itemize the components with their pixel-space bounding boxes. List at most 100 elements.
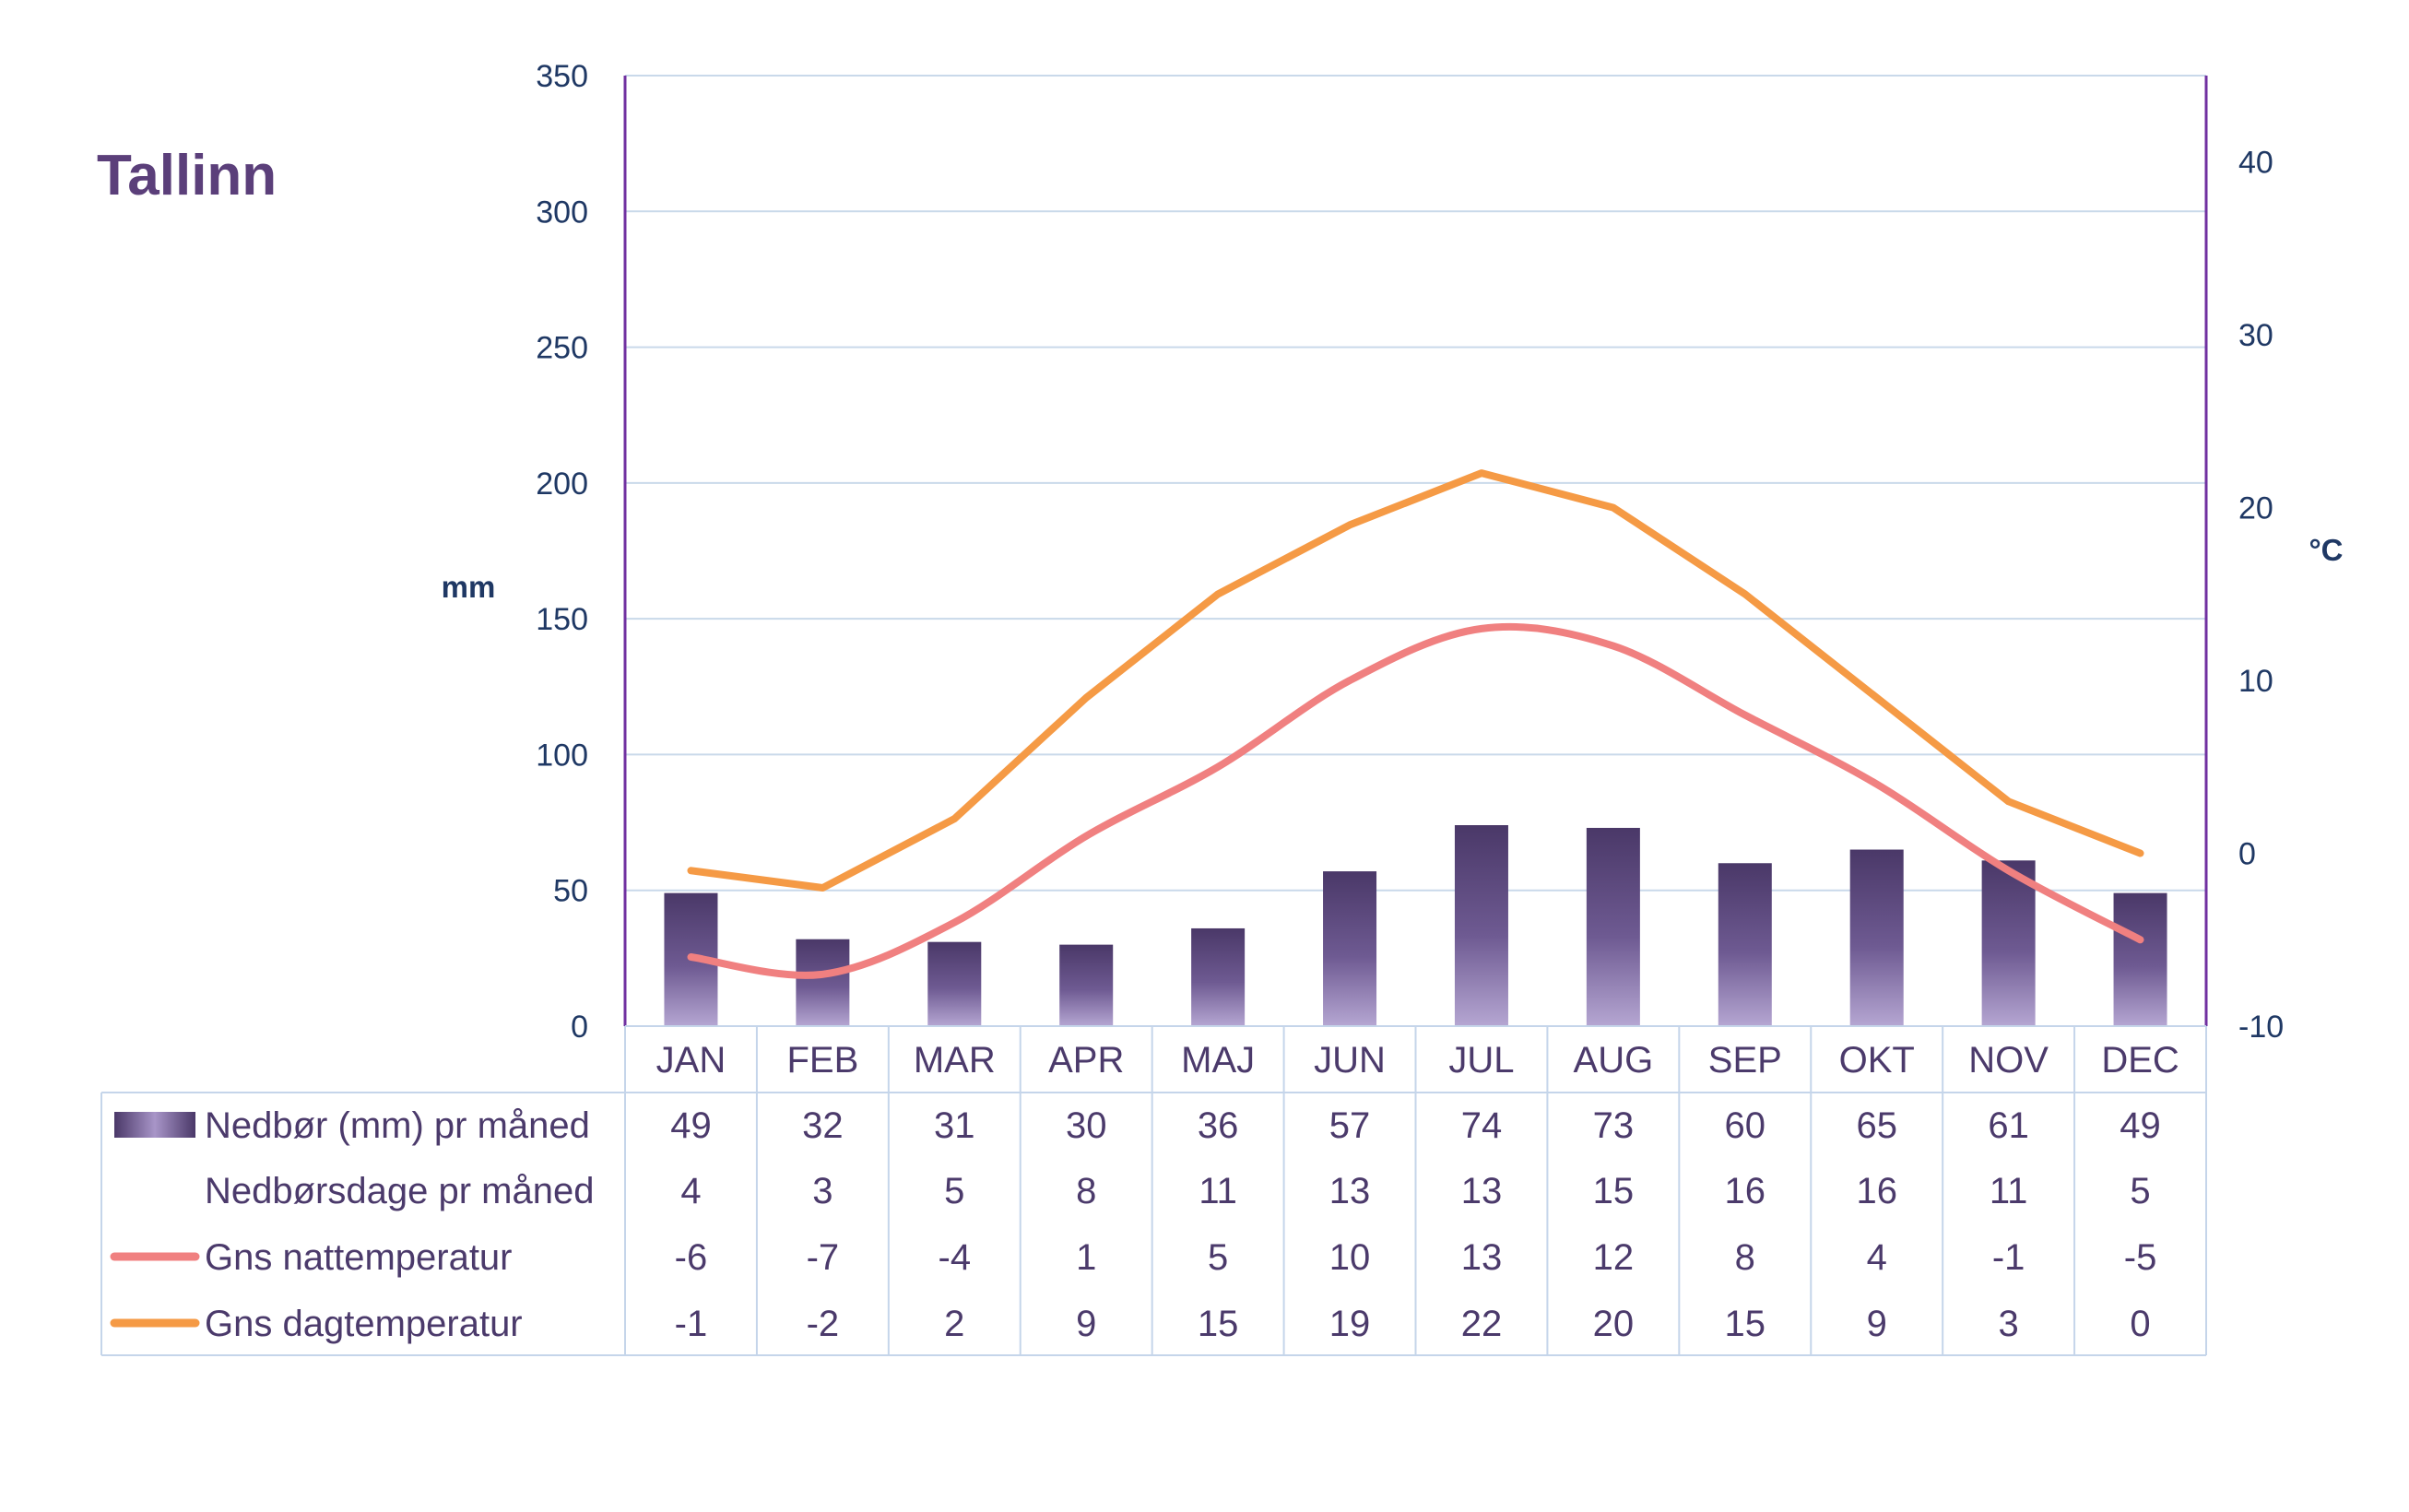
table-cell: 11 xyxy=(1990,1171,2028,1211)
table-cell: 22 xyxy=(1461,1304,1503,1344)
month-label: JAN xyxy=(656,1040,726,1081)
left-tick-label: 350 xyxy=(536,59,588,94)
table-cell: 11 xyxy=(1199,1171,1237,1211)
table-cell: 31 xyxy=(934,1105,975,1146)
table-cell: 60 xyxy=(1725,1105,1766,1146)
legend-key-bar xyxy=(114,1112,195,1138)
table-cell: 12 xyxy=(1593,1237,1635,1278)
table-cell: 5 xyxy=(1208,1237,1228,1278)
table-cell: 8 xyxy=(1076,1171,1096,1211)
gridlines xyxy=(625,75,2206,892)
month-label: MAR xyxy=(914,1040,996,1081)
table-cell: 13 xyxy=(1461,1237,1503,1278)
right-tick-label: 20 xyxy=(2238,491,2273,526)
table-cell: 9 xyxy=(1076,1304,1096,1344)
precipitation-bar xyxy=(1718,863,1772,1026)
month-label: AUG xyxy=(1574,1040,1654,1081)
table-cell: 5 xyxy=(2130,1171,2150,1211)
table-cell: 57 xyxy=(1329,1105,1371,1146)
left-axis-title: mm xyxy=(442,570,496,604)
table-cell: -6 xyxy=(675,1237,708,1278)
table-cell: 9 xyxy=(1867,1304,1887,1344)
table-cell: 15 xyxy=(1725,1304,1766,1344)
data-table: JAN FEB MAR APR MAJ JUN JUL AUG SEP OKT NOV DEC Nedb… xyxy=(100,1025,2207,1356)
table-cell: 30 xyxy=(1066,1105,1107,1146)
tick-labels: 0 50 100 150 200 250 300 350 -10 0 10 20 30 40 xyxy=(536,59,2284,1045)
table-cell: 20 xyxy=(1593,1304,1635,1344)
table-cell: 4 xyxy=(680,1171,701,1211)
chart-title: Tallinn xyxy=(97,144,277,207)
right-tick-label: -10 xyxy=(2238,1010,2284,1045)
month-label: NOV xyxy=(1968,1040,2049,1081)
table-cell: -7 xyxy=(807,1237,840,1278)
right-axis-title: °C xyxy=(2309,533,2343,567)
table-cell: 32 xyxy=(802,1105,844,1146)
table-cell: -4 xyxy=(939,1237,972,1278)
precipitation-bar xyxy=(796,939,850,1026)
table-cell: 4 xyxy=(1867,1237,1887,1278)
table-cell: 19 xyxy=(1329,1304,1371,1344)
table-cell: 74 xyxy=(1461,1105,1503,1146)
row-label: Gns nattemperatur xyxy=(205,1237,513,1278)
month-label: JUN xyxy=(1314,1040,1386,1081)
table-cell: 0 xyxy=(2130,1304,2150,1344)
precipitation-bar xyxy=(1191,927,1246,1026)
table-cell: 16 xyxy=(1725,1171,1766,1211)
table-cell: 13 xyxy=(1461,1171,1503,1211)
left-tick-label: 300 xyxy=(536,195,588,230)
left-tick-label: 250 xyxy=(536,331,588,366)
precipitation-bar xyxy=(1059,944,1114,1026)
table-cell: 49 xyxy=(2120,1105,2161,1146)
left-tick-label: 100 xyxy=(536,738,588,773)
right-tick-label: 10 xyxy=(2238,664,2273,699)
bar-series xyxy=(664,825,2167,1026)
table-cell: 61 xyxy=(1988,1105,2029,1146)
precipitation-bar xyxy=(1586,827,1640,1026)
precipitation-bar xyxy=(1323,871,1377,1026)
table-cell: 49 xyxy=(670,1105,712,1146)
left-tick-label: 200 xyxy=(536,467,588,502)
row-label: Nedbør (mm) pr måned xyxy=(205,1105,590,1146)
table-cell: 3 xyxy=(1999,1304,2019,1344)
table-cell: 15 xyxy=(1198,1304,1239,1344)
table-cell: -5 xyxy=(2124,1237,2157,1278)
table-cell: 65 xyxy=(1856,1105,1897,1146)
left-tick-label: 0 xyxy=(571,1010,588,1045)
precipitation-bar xyxy=(927,941,982,1026)
month-label: OKT xyxy=(1839,1040,1915,1081)
table-cell: 1 xyxy=(1076,1237,1096,1278)
night-temperature-line xyxy=(687,622,2144,979)
month-label: APR xyxy=(1048,1040,1124,1081)
table-cell: 3 xyxy=(812,1171,833,1211)
month-label: DEC xyxy=(2101,1040,2179,1081)
month-label: MAJ xyxy=(1181,1040,1255,1081)
month-label: JUL xyxy=(1448,1040,1514,1081)
axes xyxy=(623,76,2208,1026)
left-tick-label: 150 xyxy=(536,602,588,637)
month-label: SEP xyxy=(1708,1040,1782,1081)
row-label: Nedbørsdage pr måned xyxy=(205,1171,594,1211)
table-cell: 15 xyxy=(1593,1171,1635,1211)
table-cell: 16 xyxy=(1856,1171,1897,1211)
table-cell: 2 xyxy=(944,1304,964,1344)
month-label: FEB xyxy=(786,1040,858,1081)
right-tick-label: 40 xyxy=(2238,146,2273,181)
table-cell: -2 xyxy=(807,1304,840,1344)
precipitation-bar xyxy=(2113,892,2167,1026)
table-cell: -1 xyxy=(675,1304,708,1344)
precipitation-bar xyxy=(1849,849,1904,1026)
precipitation-bar xyxy=(1981,860,2036,1026)
left-tick-label: 50 xyxy=(553,874,588,909)
line-series xyxy=(687,469,2144,979)
table-cell: 36 xyxy=(1198,1105,1239,1146)
table-cell: 8 xyxy=(1735,1237,1755,1278)
table-cell: 73 xyxy=(1593,1105,1635,1146)
day-temperature-line xyxy=(687,469,2144,892)
table-cell: 13 xyxy=(1329,1171,1371,1211)
right-tick-label: 0 xyxy=(2238,837,2256,872)
row-label: Gns dagtemperatur xyxy=(205,1304,523,1344)
table-cell: 5 xyxy=(944,1171,964,1211)
table-cell: -1 xyxy=(1992,1237,2025,1278)
right-tick-label: 30 xyxy=(2238,318,2273,353)
